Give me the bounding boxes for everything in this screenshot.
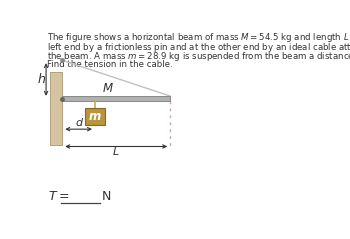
Bar: [85, 108, 105, 125]
Bar: [62, 96, 170, 101]
Text: The figure shows a horizontal beam of mass $M = 54.5$ kg and length $L = 6.3$ m : The figure shows a horizontal beam of ma…: [47, 31, 350, 44]
Text: m: m: [89, 109, 101, 123]
Text: the beam. A mass $m = 28.9$ kg is suspended from the beam a distance $d = 3.7$ m: the beam. A mass $m = 28.9$ kg is suspen…: [47, 50, 350, 63]
Text: M: M: [103, 82, 113, 95]
Text: $T =$: $T =$: [48, 190, 69, 203]
Text: left end by a frictionless pin and at the other end by an ideal cable attached t: left end by a frictionless pin and at th…: [47, 41, 350, 54]
Text: L: L: [113, 147, 119, 157]
Text: h: h: [37, 73, 45, 86]
Text: Find the tension in the cable.: Find the tension in the cable.: [47, 60, 173, 69]
Text: N: N: [102, 190, 111, 203]
Bar: [50, 72, 62, 145]
Text: d: d: [75, 118, 82, 128]
